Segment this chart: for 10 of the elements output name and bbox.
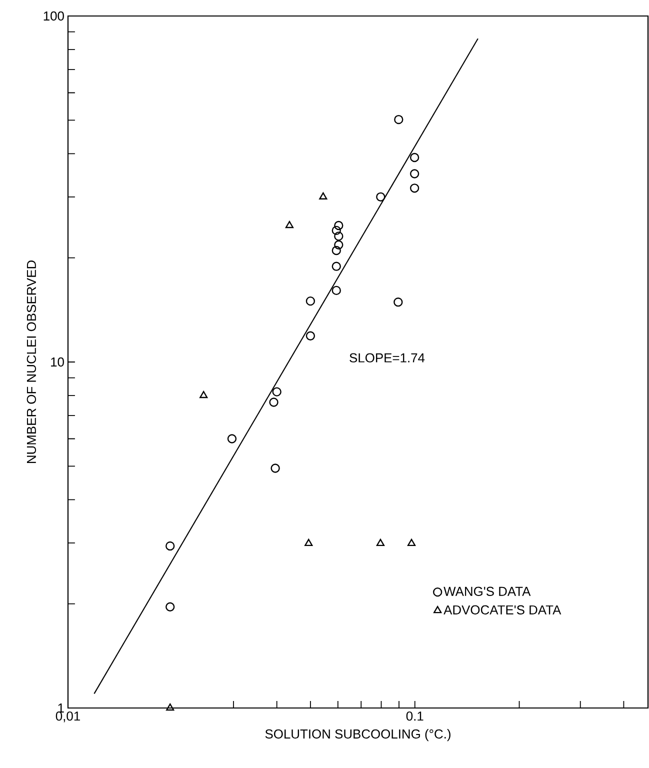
legend-label: WANG'S DATA: [444, 586, 531, 596]
x-tick-label: 0.1: [406, 712, 424, 721]
y-tick-label: 10: [51, 357, 64, 367]
annotation: SLOPE=1.74: [350, 353, 425, 362]
legend-label: ADVOCATE'S DATA: [444, 605, 562, 614]
y-tick-label: 1: [58, 704, 64, 712]
x-tick-label: 0,01: [56, 712, 80, 722]
y-tick-label: 100: [44, 11, 64, 21]
x-axis-title: SOLUTION SUBCOOLING (°C.): [265, 729, 450, 742]
y-axis-title: NUMBER OF NUCLEI OBSERVED: [26, 260, 36, 464]
